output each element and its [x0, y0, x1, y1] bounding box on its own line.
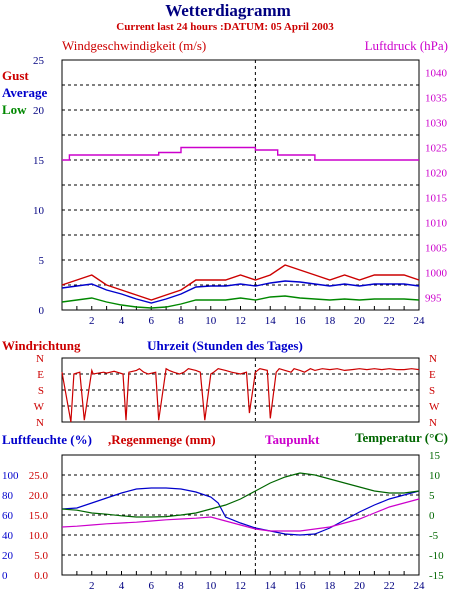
panel2-left-tick-label: N — [36, 417, 44, 429]
panel3-right-tick-label: 10 — [429, 470, 441, 482]
panel1-left-tick-label: 5 — [39, 255, 45, 267]
panel1-x-tick-label: 24 — [414, 315, 426, 327]
panel1-left-tick-label: 15 — [33, 155, 45, 167]
panel2-right-tick-label: N — [429, 417, 437, 429]
panel3-humidity-tick-label: 100 — [2, 470, 19, 482]
page-title: Wetterdiagramm — [165, 1, 291, 20]
panel1-right-tick-label: 995 — [425, 293, 442, 305]
panel1-right-tick-label: 1025 — [425, 143, 448, 155]
panel1-right-tick-label: 1040 — [425, 68, 448, 80]
panel1-right-tick-label: 1005 — [425, 243, 448, 255]
panel2-right-tick-label: S — [429, 385, 435, 397]
panel1-x-tick-label: 18 — [324, 315, 336, 327]
panel1-x-tick-label: 8 — [178, 315, 184, 327]
panel3-x-tick-label: 16 — [295, 580, 307, 592]
panel3-series-temperatur — [61, 472, 420, 518]
panel3-x-tick-label: 24 — [414, 580, 426, 592]
panel1-left-tick-label: 25 — [33, 55, 45, 67]
panel1-x-tick-label: 6 — [149, 315, 155, 327]
panel1-right-tick-label: 1010 — [425, 218, 448, 230]
panel3-x-tick-label: 20 — [354, 580, 366, 592]
panel3-right-tick-label: 15 — [429, 450, 441, 462]
panel3-series-taupunkt — [61, 498, 420, 532]
panel3-x-tick-label: 10 — [205, 580, 217, 592]
panel3-right-tick-label: -15 — [429, 570, 444, 582]
panel1-frame — [61, 59, 420, 311]
legend-humidity: Luftfeuchte (%) — [2, 432, 92, 447]
panel2-right-tick-label: N — [429, 353, 437, 365]
panel3-rain-tick-label: 15.0 — [29, 510, 49, 522]
panel2-left-tick-label: W — [34, 401, 45, 413]
legend-average: Average — [2, 85, 47, 100]
panel3-x-tick-label: 2 — [89, 580, 95, 592]
panel1-right-tick-label: 1035 — [425, 93, 448, 105]
panel1-right-tick-label: 1000 — [425, 268, 448, 280]
panel3-rain-tick-label: 0.0 — [34, 570, 48, 582]
panel1-x-tick-label: 12 — [235, 315, 246, 327]
panel1-left-tick-label: 10 — [33, 205, 45, 217]
panel1-x-tick-label: 4 — [119, 315, 125, 327]
panel2-axis-label: Windrichtung — [2, 338, 81, 353]
legend-gust: Gust — [2, 68, 29, 83]
panel3-humidity-tick-label: 60 — [2, 510, 14, 522]
panel1-x-tick-label: 22 — [384, 315, 395, 327]
panel3-right-tick-label: -5 — [429, 530, 439, 542]
panel3-x-tick-label: 6 — [149, 580, 155, 592]
legend-dewpoint: Taupunkt — [265, 432, 320, 447]
panel2-right-tick-label: W — [429, 401, 440, 413]
panel3-right-tick-label: 5 — [429, 490, 435, 502]
panel1-x-tick-label: 2 — [89, 315, 95, 327]
panel1-right-axis-label: Luftdruck (hPa) — [365, 38, 448, 53]
panel3-x-tick-label: 14 — [265, 580, 277, 592]
panel3-x-tick-label: 22 — [384, 580, 395, 592]
panel3-right-axis-label: Temperatur (°C) — [355, 430, 448, 445]
panel1-series-luftdruck — [62, 146, 419, 161]
panel3-rain-tick-label: 5.0 — [34, 550, 48, 562]
panel2-xaxis-label: Uhrzeit (Stunden des Tages) — [147, 338, 303, 353]
panel1-x-tick-label: 10 — [205, 315, 217, 327]
panel3-series-luftfeuchte — [61, 487, 420, 536]
panel3-x-tick-label: 4 — [119, 580, 125, 592]
panel3-rain-tick-label: 10.0 — [29, 530, 49, 542]
panel2-frame — [61, 357, 420, 423]
page-subtitle: Current last 24 hours :DATUM: 05 April 2… — [116, 21, 334, 33]
panel3-humidity-tick-label: 80 — [2, 490, 14, 502]
panel2-series-windrichtung — [61, 367, 420, 423]
panel2-left-tick-label: S — [38, 385, 44, 397]
panel1-series-gust — [61, 264, 420, 301]
panel1-right-tick-label: 1030 — [425, 118, 448, 130]
panel1-x-tick-label: 16 — [295, 315, 307, 327]
chart-layer: 0510152025995100010051010101510201025103… — [2, 38, 448, 592]
panel3-x-tick-label: 18 — [324, 580, 336, 592]
panel1-right-tick-label: 1015 — [425, 193, 448, 205]
panel3-humidity-tick-label: 20 — [2, 550, 14, 562]
panel3-rain-tick-label: 25.0 — [29, 470, 49, 482]
legend-low: Low — [2, 102, 27, 117]
panel2-left-tick-label: E — [37, 369, 44, 381]
panel1-x-tick-label: 20 — [354, 315, 366, 327]
panel1-x-tick-label: 14 — [265, 315, 277, 327]
panel1-left-axis-label: Windgeschwindigkeit (m/s) — [62, 38, 206, 53]
panel3-right-tick-label: -10 — [429, 550, 444, 562]
panel3-humidity-tick-label: 0 — [2, 570, 8, 582]
panel1-series-low — [61, 295, 420, 309]
legend-rain: ,Regenmenge (mm) — [108, 432, 216, 447]
panel2-right-tick-label: E — [429, 369, 436, 381]
panel3-x-tick-label: 12 — [235, 580, 246, 592]
panel1-series-average — [61, 280, 420, 304]
panel1-left-tick-label: 20 — [33, 105, 45, 117]
panel1-right-tick-label: 1020 — [425, 168, 448, 180]
panel2-left-tick-label: N — [36, 353, 44, 365]
panel3-x-tick-label: 8 — [178, 580, 184, 592]
panel3-right-tick-label: 0 — [429, 510, 435, 522]
panel1-left-tick-label: 0 — [39, 305, 45, 317]
panel3-humidity-tick-label: 40 — [2, 530, 14, 542]
panel3-rain-tick-label: 20.0 — [29, 490, 49, 502]
